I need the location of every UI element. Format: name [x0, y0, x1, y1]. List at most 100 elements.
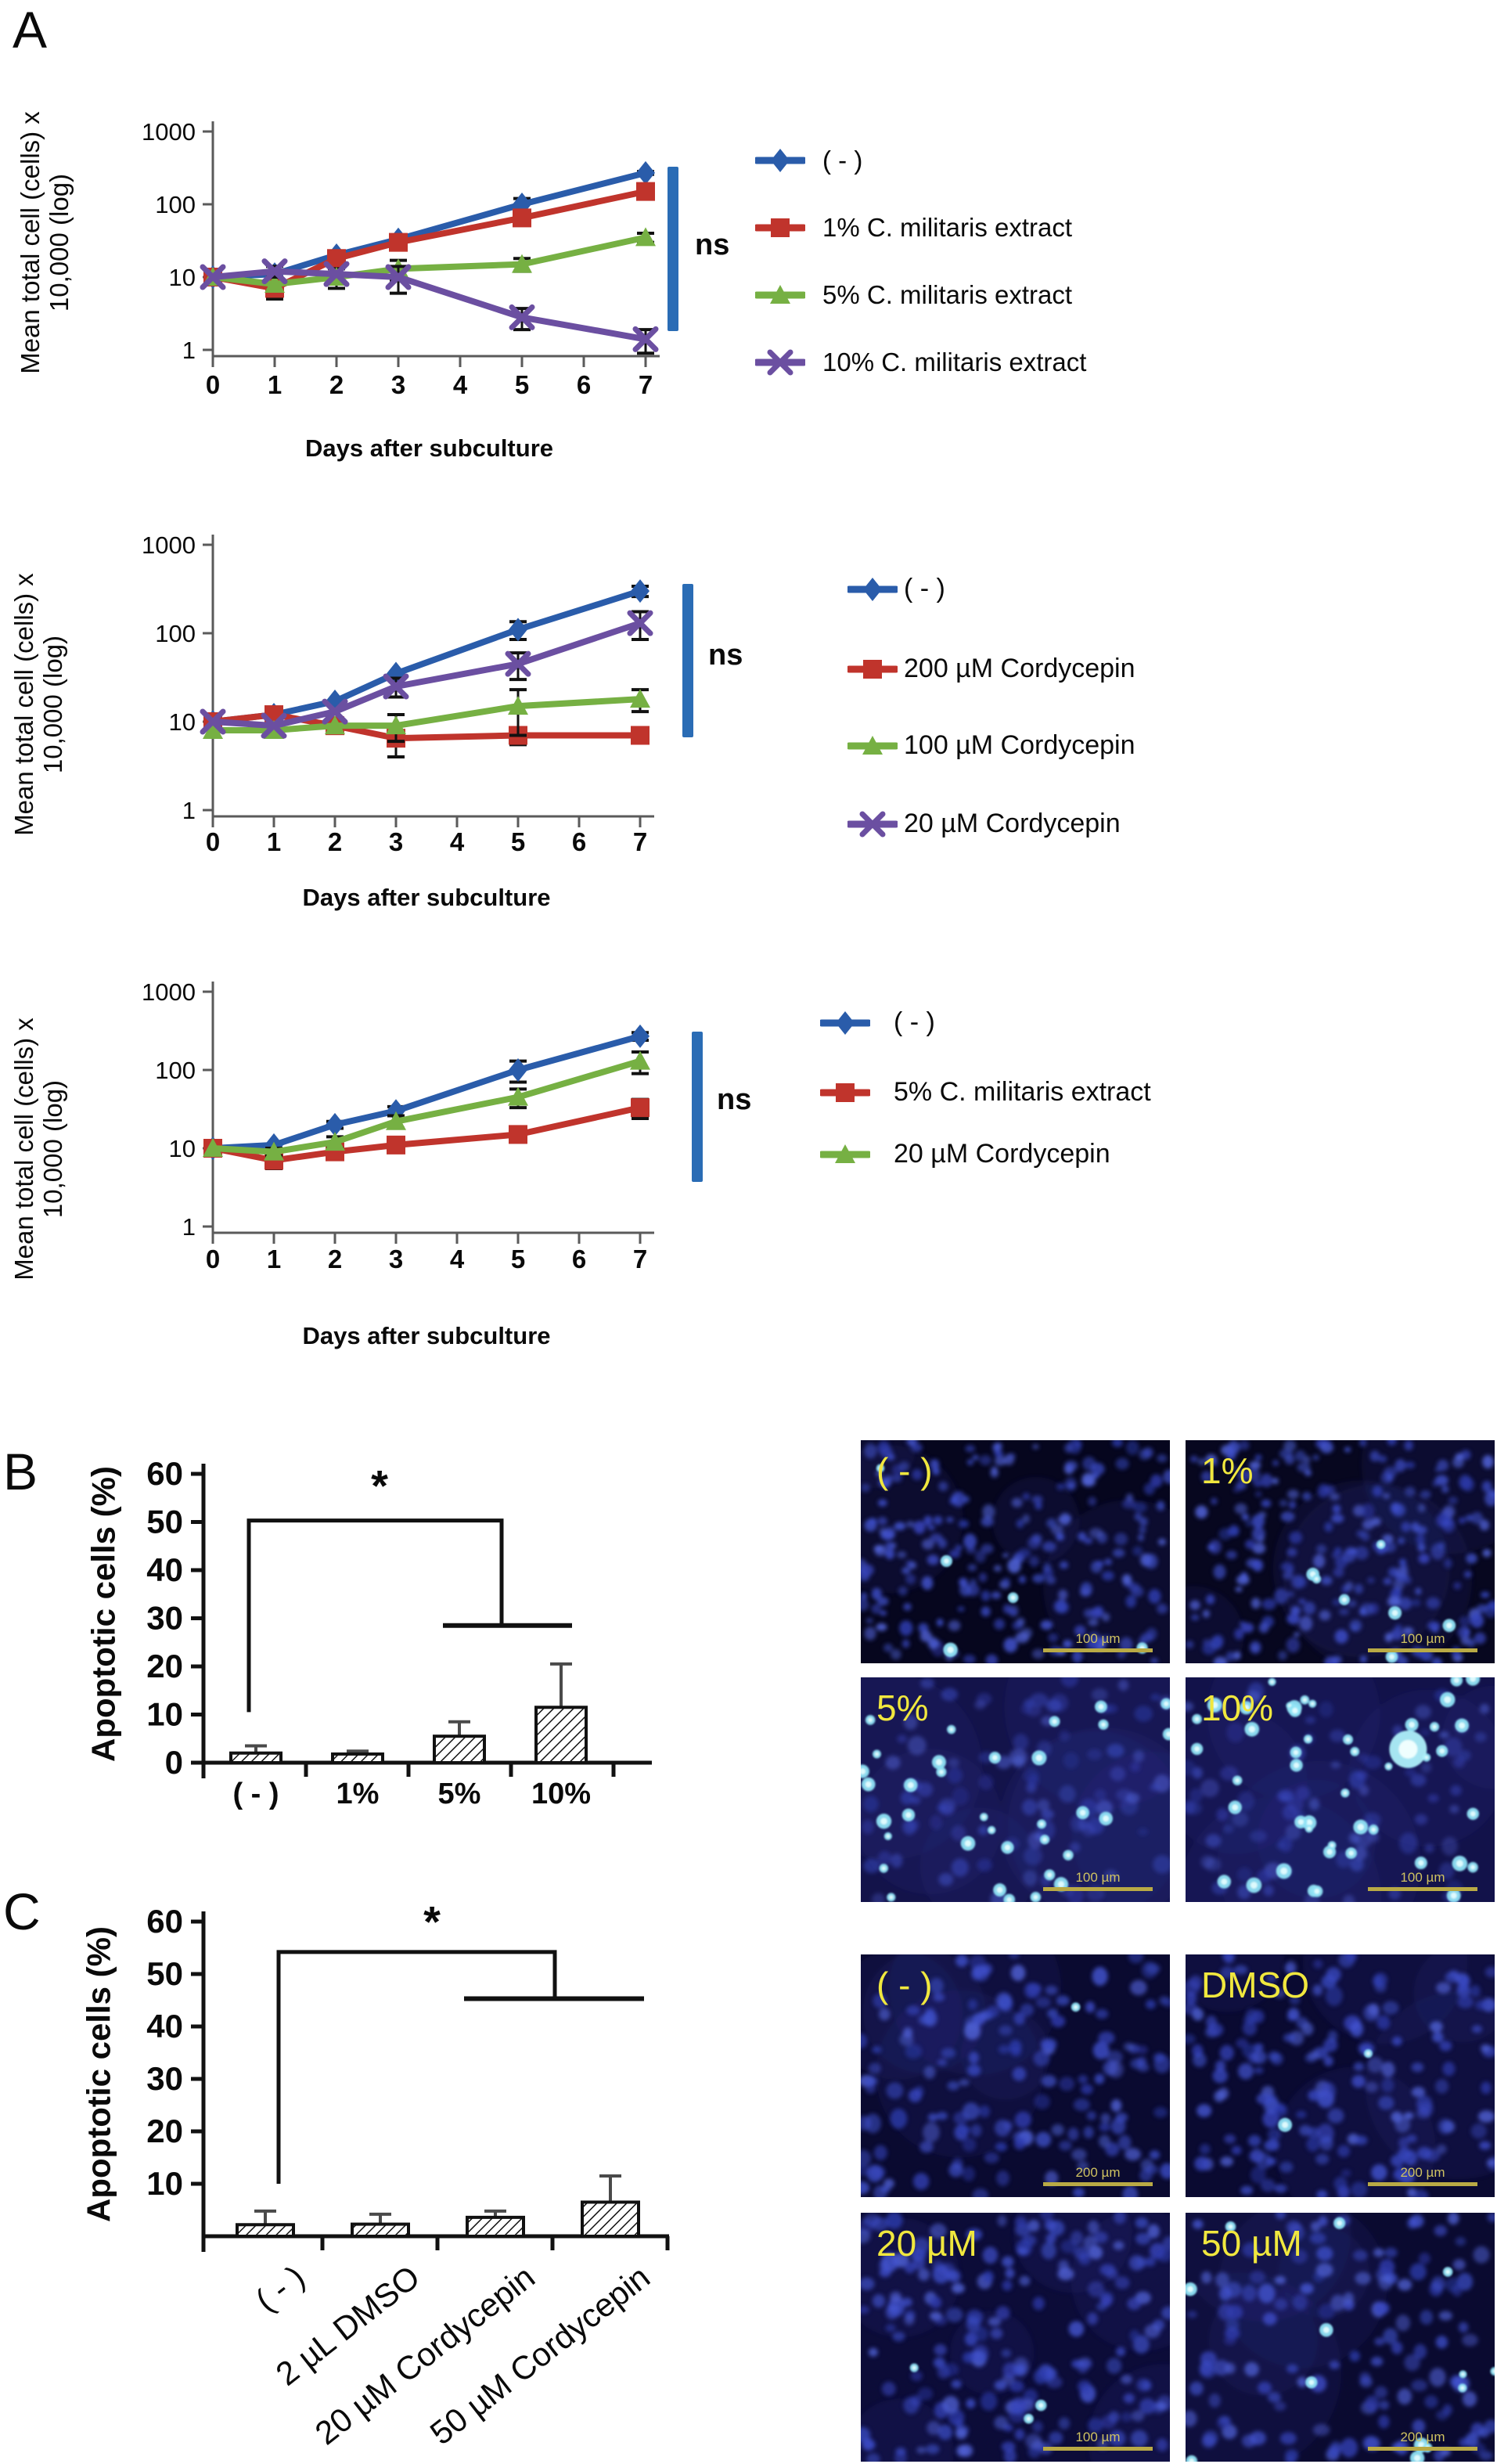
scale-bar-line: [1368, 2182, 1477, 2186]
svg-text:0: 0: [206, 1245, 220, 1273]
legend-item: ( - ): [847, 574, 945, 604]
svg-text:7: 7: [639, 370, 653, 399]
svg-text:1: 1: [182, 1213, 196, 1241]
bar-1: [331, 1752, 384, 1764]
scale-bar-label: 200 µm: [1400, 2430, 1445, 2444]
svg-text:6: 6: [577, 370, 591, 399]
legend-item: 100 µM Cordycepin: [847, 730, 1135, 761]
scale-bar-line: [1043, 1887, 1153, 1891]
legend-item-label: ( - ): [904, 574, 945, 603]
triangle-series-marker: [755, 285, 805, 304]
svg-text:20: 20: [146, 2113, 183, 2149]
svg-text:30: 30: [146, 1600, 183, 1637]
legend-item-label: 5% C. militaris extract: [894, 1077, 1151, 1107]
legend-item: 10% C. militaris extract: [755, 348, 1086, 377]
scale-bar-line: [1368, 1648, 1477, 1652]
svg-text:40: 40: [146, 1551, 183, 1588]
micrograph-c3: 50 µM 200 µm: [1186, 2213, 1495, 2462]
apoptosis-bar-chart-extract: 0 10 20 30 40 50 60 * ( - ) 1% 5% 10%: [146, 1456, 652, 1810]
bar-2: [433, 1735, 486, 1764]
bar-3: [534, 1706, 588, 1764]
bar-3: [581, 2200, 640, 2239]
legend-item-label: 1% C. militaris extract: [822, 213, 1073, 242]
svg-text:10: 10: [146, 1696, 183, 1733]
svg-text:2: 2: [329, 370, 344, 399]
micrograph-treatment-label: 20 µM: [876, 2223, 977, 2264]
scale-bar: 100 µm: [1043, 1870, 1153, 1891]
svg-text:1000: 1000: [142, 978, 196, 1006]
bar-0: [236, 2223, 295, 2239]
scale-bar-label: 100 µm: [1400, 1631, 1445, 1646]
scale-bar-line: [1043, 1648, 1153, 1652]
ns-bracket-chart3: [692, 1032, 703, 1182]
svg-text:5: 5: [515, 370, 529, 399]
svg-text:1: 1: [267, 1245, 281, 1273]
micrograph-treatment-label: DMSO: [1201, 1965, 1309, 2005]
svg-text:50: 50: [146, 1504, 183, 1540]
svg-text:0: 0: [206, 827, 220, 856]
svg-text:60: 60: [146, 1456, 183, 1492]
category-label: ( - ): [232, 1778, 279, 1810]
svg-text:5: 5: [511, 1245, 525, 1273]
micrograph-treatment-label: 10%: [1201, 1688, 1274, 1728]
category-label: 5%: [438, 1778, 481, 1810]
svg-text:7: 7: [633, 827, 647, 856]
svg-text:4: 4: [450, 827, 465, 856]
scale-bar: 100 µm: [1043, 2430, 1153, 2451]
svg-text:2: 2: [328, 1245, 342, 1273]
svg-text:1: 1: [268, 370, 282, 399]
legend-item: 20 µM Cordycepin: [847, 809, 1121, 839]
diamond-series-marker: [847, 577, 898, 601]
x-axis-title: Days after subculture: [303, 884, 551, 911]
scale-bar: 200 µm: [1043, 2165, 1153, 2186]
legend-item: 5% C. militaris extract: [755, 280, 1072, 310]
svg-text:1: 1: [182, 337, 196, 364]
legend-item-label: ( - ): [894, 1007, 935, 1037]
scale-bar-line: [1043, 2182, 1153, 2186]
ns-bracket-chart1: [668, 167, 678, 331]
svg-text:100: 100: [155, 1057, 196, 1084]
triangle-series-marker: [820, 1144, 870, 1163]
scale-bar-label: 200 µm: [1400, 2165, 1445, 2180]
svg-text:50: 50: [146, 1955, 183, 1992]
micrograph-b1: 1% 100 µm: [1186, 1440, 1495, 1663]
legend-item-label: 20 µM Cordycepin: [894, 1139, 1110, 1169]
legend-item-label: 10% C. militaris extract: [822, 348, 1087, 376]
svg-text:1000: 1000: [142, 531, 196, 559]
scale-bar-line: [1043, 2447, 1153, 2451]
chart3-y-axis-label: Mean total cell (cells) x 10,000 (log): [9, 1018, 67, 1281]
legend-item-label: ( - ): [822, 146, 863, 175]
scale-bar-line: [1368, 2447, 1477, 2451]
svg-text:1000: 1000: [142, 118, 196, 146]
scale-bar-label: 200 µm: [1075, 2165, 1121, 2180]
scale-bar: 100 µm: [1043, 1631, 1153, 1652]
legend-item-label: 200 µM Cordycepin: [904, 654, 1135, 683]
svg-text:10: 10: [169, 708, 196, 736]
ns-label-chart3: ns: [717, 1083, 752, 1116]
svg-text:10: 10: [169, 1135, 196, 1162]
scale-bar-label: 100 µm: [1075, 2430, 1121, 2444]
micrograph-c0: ( - ) 200 µm: [861, 1954, 1170, 2197]
svg-text:60: 60: [146, 1903, 183, 1940]
panel-c-label: C: [3, 1882, 41, 1940]
svg-text:30: 30: [146, 2060, 183, 2097]
micrograph-c1: DMSO 200 µm: [1186, 1954, 1495, 2197]
bar-2: [466, 2215, 525, 2239]
category-label-rotated: ( - ): [248, 2258, 311, 2319]
xmark-series-marker: [847, 811, 898, 837]
diamond-series-marker: [820, 1010, 870, 1035]
legend-item-label: 5% C. militaris extract: [822, 280, 1073, 309]
micrograph-b0: ( - ) 100 µm: [861, 1440, 1170, 1663]
legend-item: 5% C. militaris extract: [820, 1077, 1151, 1108]
square-series-marker: [755, 218, 805, 237]
triangle-series-marker: [847, 735, 898, 755]
svg-text:2: 2: [328, 827, 342, 856]
apoptosis-bar-chart-cordycepin: 10 20 30 40 50 60 *: [146, 1897, 670, 2252]
micrograph-treatment-label: 5%: [876, 1688, 929, 1728]
micrograph-treatment-label: 50 µM: [1201, 2223, 1302, 2264]
x-axis-title: Days after subculture: [303, 1322, 551, 1349]
svg-text:0: 0: [206, 370, 220, 399]
